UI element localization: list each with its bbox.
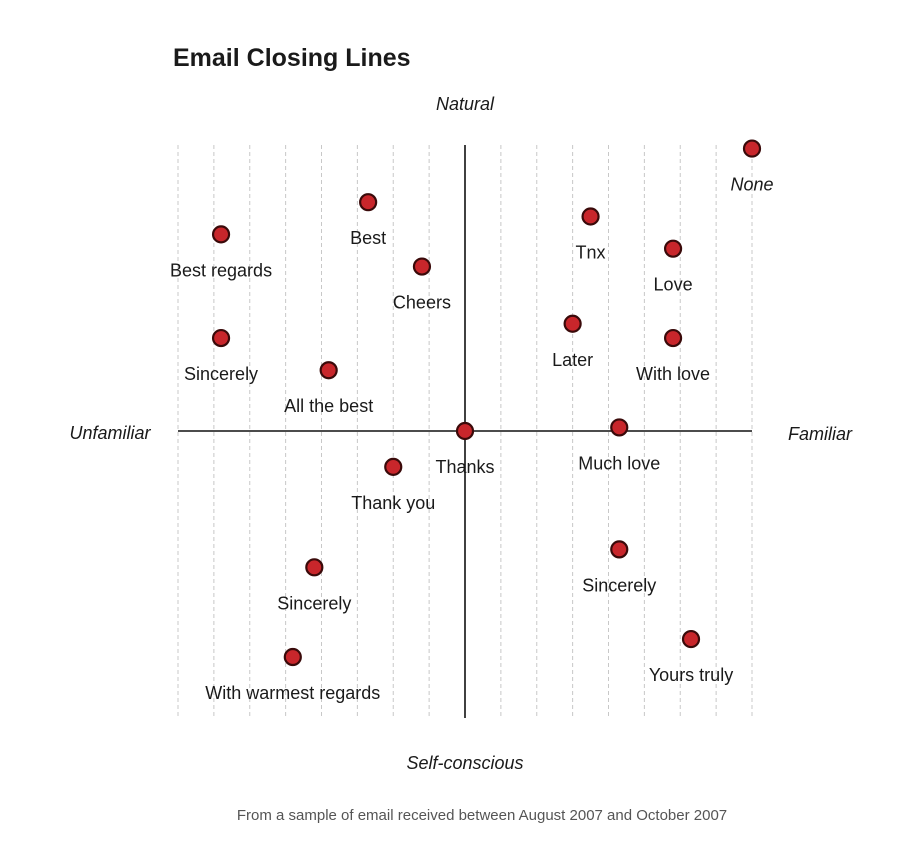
data-point [211, 225, 231, 244]
data-point-label: Sincerely [582, 575, 656, 595]
grid-lines [177, 145, 753, 718]
data-point-label: Best regards [170, 260, 272, 280]
x-axis-positive-label: Familiar [788, 424, 853, 444]
data-point [681, 629, 701, 649]
data-point-label: Much love [578, 453, 660, 473]
data-point [384, 457, 403, 476]
data-point [610, 418, 629, 437]
chart-title: Email Closing Lines [173, 44, 411, 72]
data-point-label: Later [552, 350, 593, 370]
data-point-label: Thank you [351, 493, 435, 513]
data-point-label: With love [636, 364, 710, 384]
data-point-label: With warmest regards [205, 683, 380, 703]
data-point-label: Thanks [435, 457, 494, 477]
data-point [563, 314, 582, 333]
data-point [742, 139, 762, 158]
data-point-label: Sincerely [184, 364, 258, 384]
data-point-label: Best [350, 228, 386, 248]
data-point-label: Sincerely [277, 593, 351, 613]
x-axis-negative-label: Unfamiliar [69, 423, 151, 443]
data-point [581, 207, 600, 226]
data-point [305, 558, 324, 577]
data-point-label: All the best [284, 396, 373, 416]
data-point-label: Tnx [576, 243, 606, 263]
data-point [455, 421, 475, 441]
data-point-label: Yours truly [649, 665, 733, 685]
data-point [211, 328, 231, 348]
data-point-label: Love [654, 275, 693, 295]
data-point [359, 193, 378, 212]
chart-footnote: From a sample of email received between … [237, 807, 727, 824]
data-point [412, 257, 432, 276]
data-points: None Best Tnx Best regards Love Cheers Later Si… [170, 139, 774, 703]
data-point [663, 328, 683, 348]
y-axis-negative-label: Self-conscious [406, 753, 523, 773]
data-point-label: Cheers [393, 293, 451, 313]
data-point [283, 647, 302, 667]
y-axis-positive-label: Natural [436, 94, 495, 114]
data-point-label: None [730, 175, 773, 195]
data-point [663, 239, 683, 258]
data-point [319, 361, 338, 380]
data-point [610, 540, 629, 559]
